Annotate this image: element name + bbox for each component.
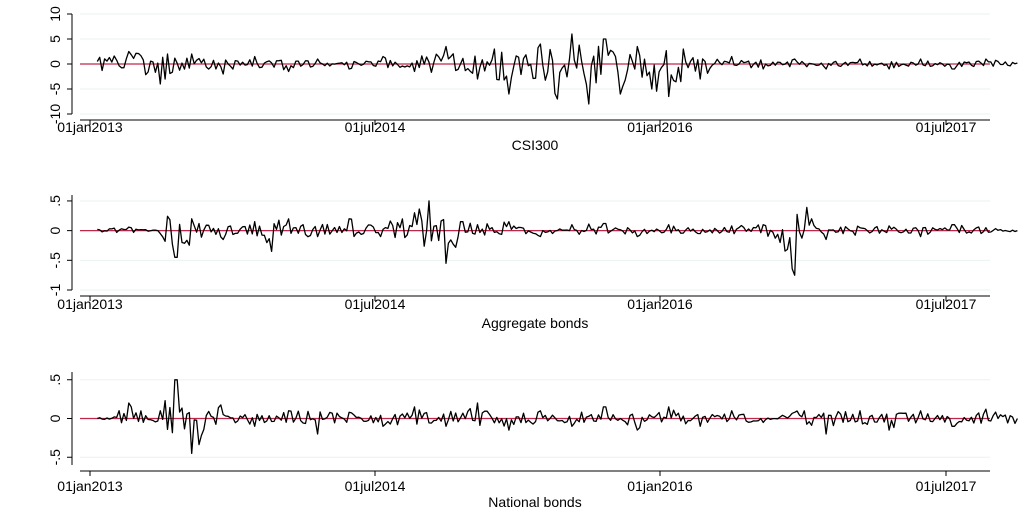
x-tick-label: 01jan2016	[627, 478, 693, 494]
x-tick-label: 01jul2017	[916, 478, 977, 494]
x-tick-label: 01jul2017	[916, 296, 977, 312]
y-tick-label: -1	[47, 284, 63, 297]
y-tick-label: 10	[47, 6, 63, 22]
x-tick-label: 01jan2013	[57, 119, 123, 135]
x-tick-label: 01jul2014	[345, 119, 406, 135]
y-tick-label: -10	[47, 104, 63, 124]
y-tick-label: 0	[47, 60, 63, 68]
x-tick-label: 01jan2013	[57, 296, 123, 312]
y-tick-label: 5	[47, 35, 63, 43]
x-tick-label: 01jul2017	[916, 119, 977, 135]
y-tick-label: .5	[47, 374, 63, 386]
y-tick-label: -.5	[47, 449, 63, 466]
panel-label: National bonds	[488, 494, 581, 510]
x-tick-label: 01jan2016	[627, 119, 693, 135]
panel-label: Aggregate bonds	[482, 315, 589, 331]
y-tick-label: 0	[47, 227, 63, 235]
panel-label: CSI300	[512, 137, 559, 153]
y-tick-label: 0	[47, 414, 63, 422]
series-line	[96, 33, 1018, 105]
y-tick-label: -.5	[47, 252, 63, 269]
series-line	[97, 379, 1018, 455]
y-tick-label: .5	[47, 195, 63, 207]
y-tick-label: -5	[47, 83, 63, 96]
series-line	[97, 200, 1018, 276]
x-tick-label: 01jan2016	[627, 296, 693, 312]
x-tick-label: 01jul2014	[345, 296, 406, 312]
x-tick-label: 01jul2014	[345, 478, 406, 494]
x-tick-label: 01jan2013	[57, 478, 123, 494]
